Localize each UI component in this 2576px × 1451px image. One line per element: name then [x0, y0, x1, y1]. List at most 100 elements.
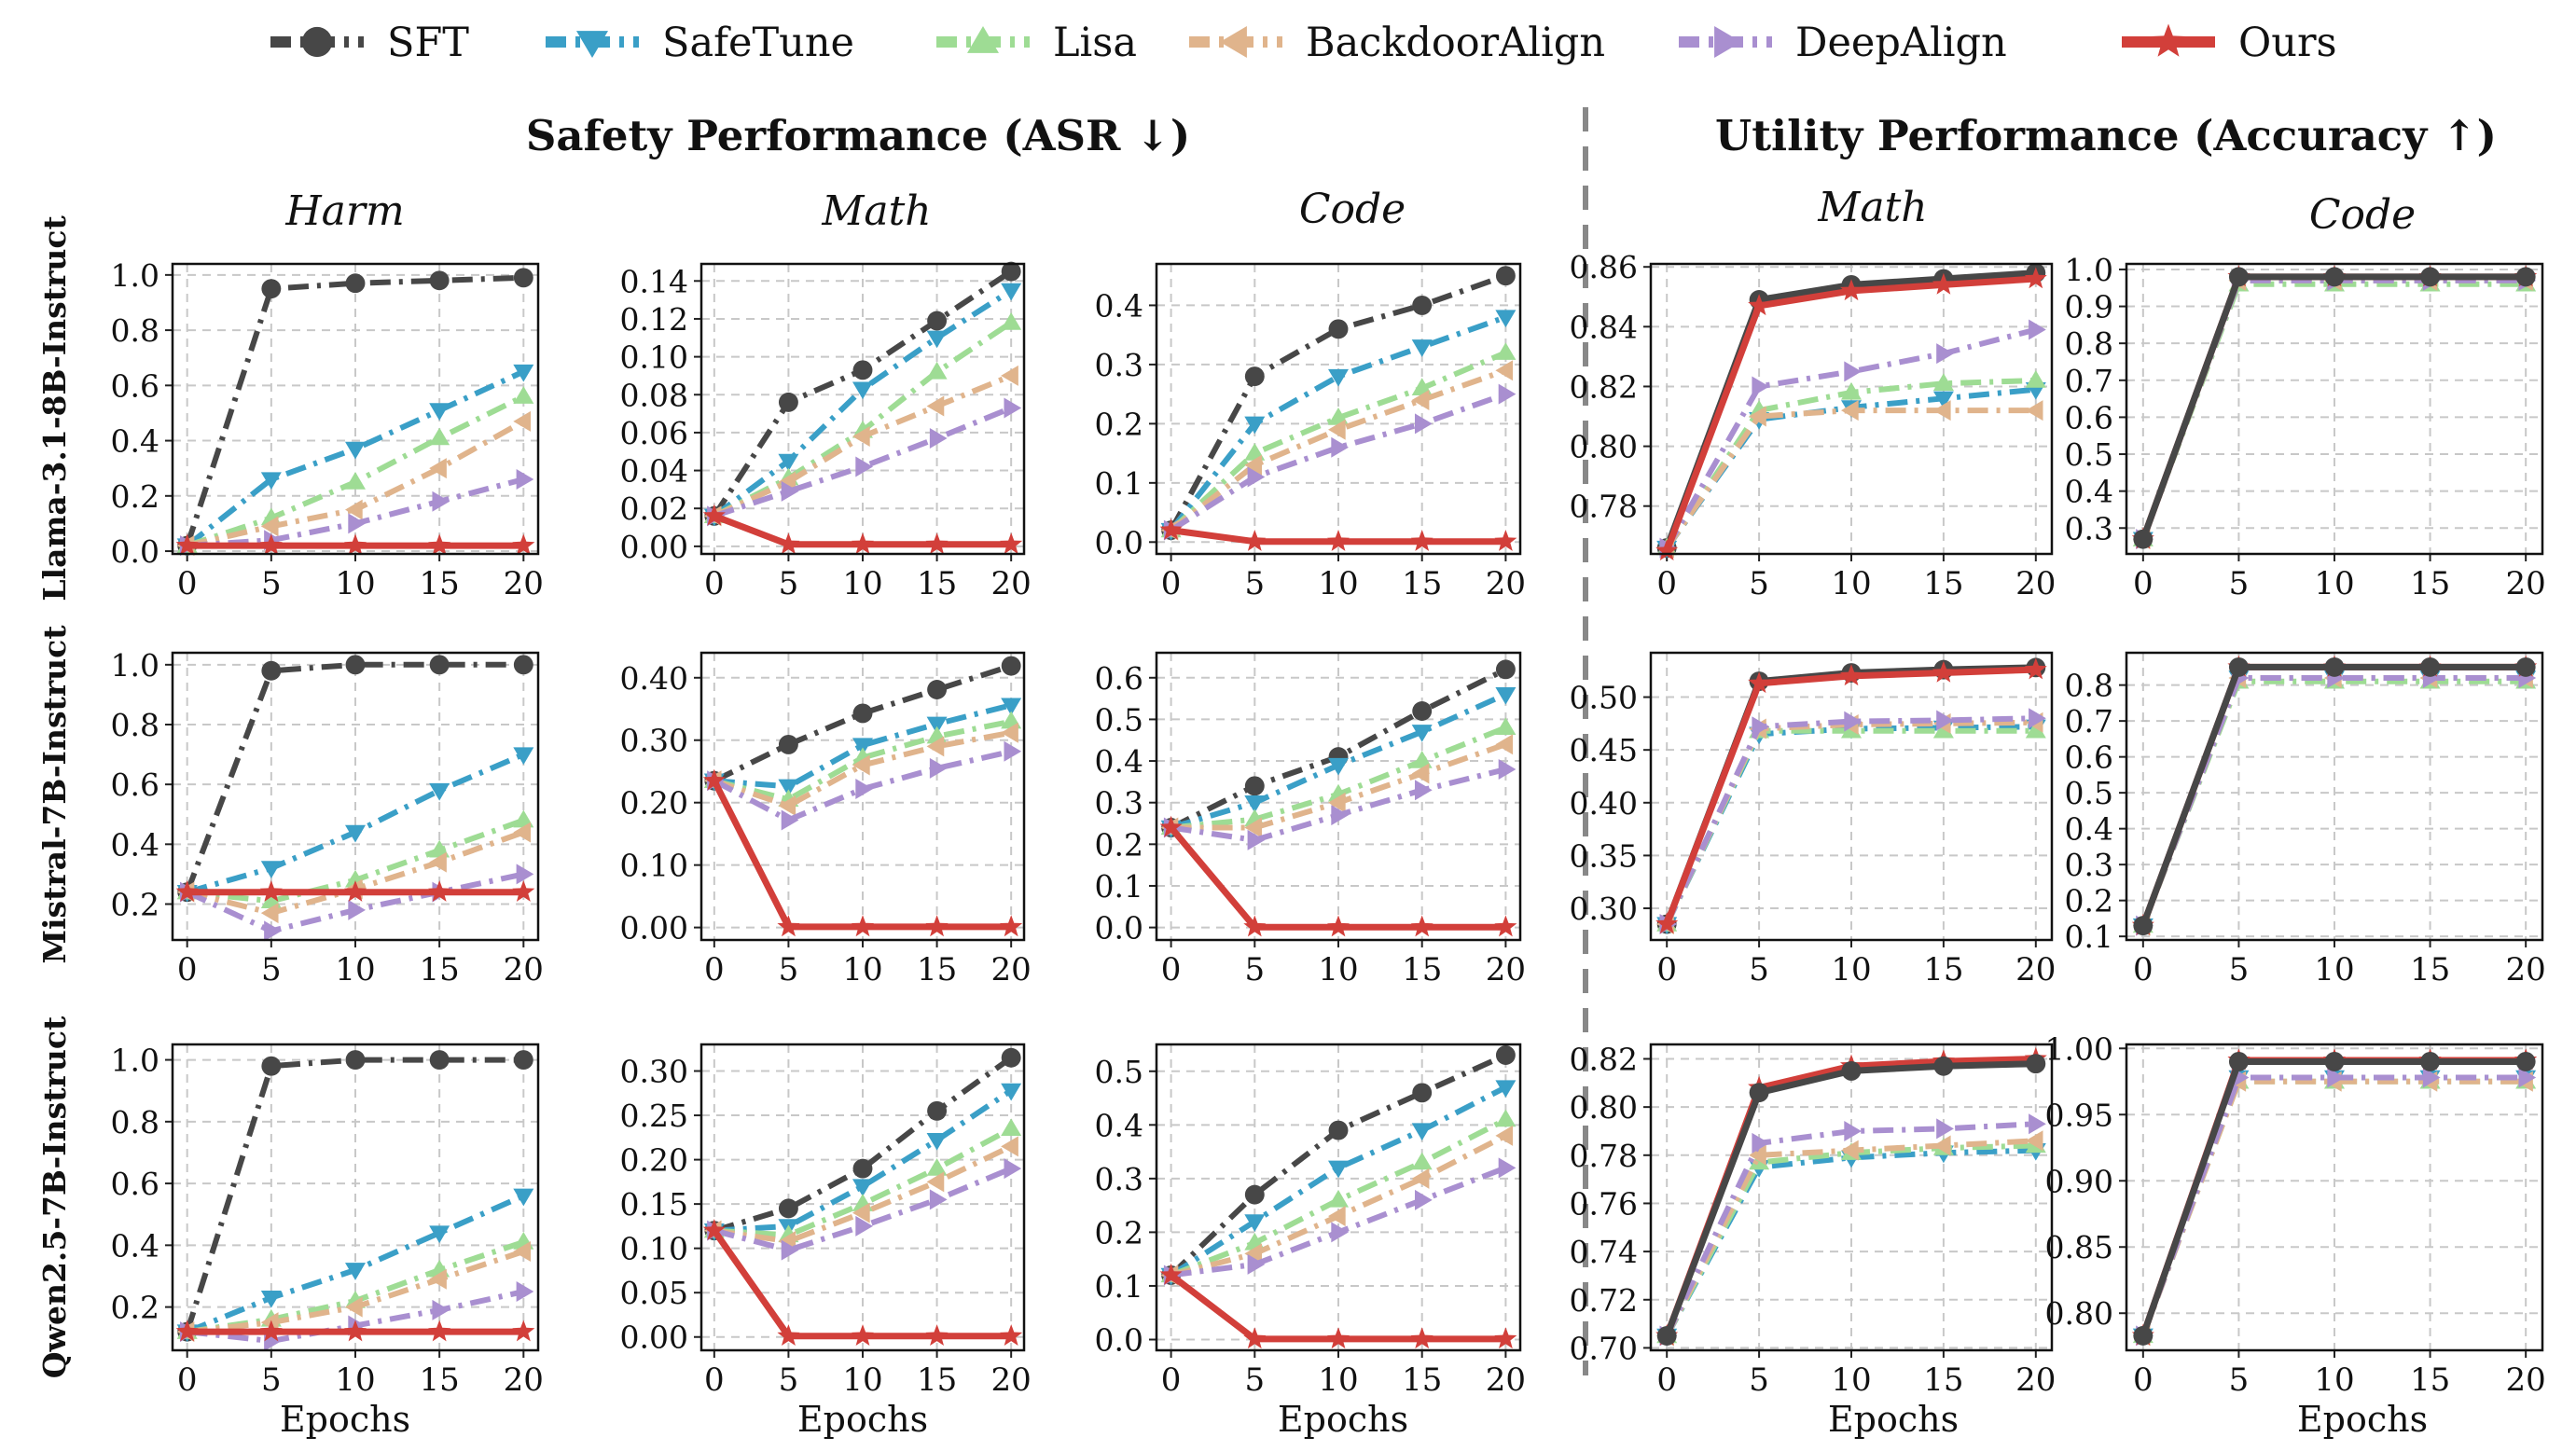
series-line-safetune [713, 1087, 1013, 1234]
marker-sft [2133, 1325, 2154, 1346]
marker-backdooralign [260, 516, 279, 537]
marker-deepalign [516, 1281, 534, 1303]
panel-llama-3-1-8b-instruct-safety-harm: 0 5 10 15 20 0.0 0.2 0.4 0.6 0.8 1.0 [111, 257, 544, 602]
y-tick-label: 0.14 [620, 263, 688, 299]
marker-deepalign [516, 469, 534, 491]
marker-ours [1327, 1327, 1350, 1349]
x-tick-label: 15 [420, 951, 460, 988]
marker-safetune [513, 1188, 534, 1207]
marker-safetune [1244, 795, 1266, 813]
marker-sft [1244, 776, 1265, 796]
series-line-sft [1168, 272, 1507, 532]
x-axis-label-1: Epochs [797, 1399, 928, 1440]
column-titles: Harm Math Code Math Code [284, 184, 2416, 239]
panel-llama-3-1-8b-instruct-safety-code: 0 5 10 15 20 0.0 0.1 0.2 0.3 0.4 [1095, 262, 1526, 602]
marker-safetune [1932, 391, 1954, 409]
y-tick-label: 0.00 [620, 529, 688, 565]
panel-qwen2-5-7b-instruct-safety-harm: 0 5 10 15 20 0.2 0.4 0.6 0.8 1.0 [111, 1043, 544, 1399]
panel-mistral-7b-instruct-utility-code: 0 5 10 15 20 0.10.20.30.40.50.60.70.8 [2065, 651, 2546, 988]
marker-ours [259, 533, 283, 556]
marker-sft [2133, 916, 2154, 936]
row-label-llama-3-1-8b-instruct: Llama-3.1-8B-Instruct [36, 215, 73, 601]
marker-sft [1933, 1056, 1954, 1076]
marker-ours [777, 1324, 800, 1346]
marker-ours [1000, 915, 1023, 937]
marker-sft [852, 1158, 873, 1179]
marker-sft [1749, 1083, 1769, 1103]
marker-deepalign [781, 809, 799, 831]
panels: 0 5 10 15 200.00.20.40.60.81.0 0 5 10 15 200.000.… [111, 249, 2546, 1399]
marker-sft [261, 1056, 282, 1076]
marker-deepalign [1331, 1222, 1349, 1243]
y-tick-label: 0.02 [620, 491, 688, 527]
legend-label-safetune: SafeTune [662, 20, 854, 66]
marker-sft [778, 392, 798, 412]
x-tick-label: 15 [1923, 565, 1963, 602]
legend-label-backdooralign: BackdoorAlign [1306, 20, 1605, 66]
panel-qwen2-5-7b-instruct-safety-code: 0 5 10 15 20 0.0 0.1 0.2 0.3 0.4 0.5 [1095, 1043, 1526, 1399]
marker-ours [1494, 915, 1517, 937]
y-tick-label: 0.9 [2065, 289, 2113, 325]
series-line-safetune [2140, 1074, 2527, 1337]
marker-backdooralign [1328, 1206, 1346, 1227]
marker-ours [1932, 272, 1955, 295]
marker-backdooralign [1841, 400, 1859, 421]
marker-backdooralign [513, 410, 532, 432]
marker-ours [1655, 912, 1679, 934]
series-line-sft [1663, 664, 2036, 926]
x-tick-label: 15 [1402, 1361, 1442, 1399]
y-tick-label: 0.5 [2065, 775, 2113, 811]
marker-sft [1001, 261, 1021, 282]
marker-sft [2515, 267, 2536, 287]
marker-sft [2420, 656, 2441, 677]
marker-deepalign [1004, 1158, 1022, 1180]
panel-mistral-7b-instruct-safety-harm: 0 5 10 15 20 0.2 0.4 0.6 0.8 1.0 [111, 647, 544, 988]
marker-ours [1243, 915, 1267, 937]
marker-sft [927, 680, 948, 699]
x-tick-label: 20 [2506, 1361, 2546, 1399]
y-tick-label: 0.2 [111, 887, 159, 923]
col-title-code-2: Code [1299, 186, 1406, 233]
y-tick-label: 0.1 [1095, 1268, 1143, 1305]
marker-deepalign [1004, 740, 1022, 762]
x-tick-label: 20 [504, 1361, 544, 1399]
series-line-sft [713, 1055, 1013, 1234]
panel-qwen2-5-7b-instruct-safety-math: 0 5 10 15 20 0.00 0.05 0.10 0.15 0.20 0.25 0.30 [620, 1043, 1032, 1399]
plot-frame [699, 1043, 1026, 1352]
marker-sft [2228, 267, 2249, 287]
marker-sft [2515, 1052, 2536, 1071]
y-tick-label: 0.70 [1570, 1330, 1638, 1366]
x-tick-label: 5 [261, 565, 282, 602]
marker-ours [1932, 660, 1955, 683]
y-tick-label: 0.3 [1095, 1161, 1143, 1197]
y-tick-label: 0.45 [1570, 732, 1638, 768]
marker-deepalign [1498, 758, 1517, 780]
marker-sft [1244, 1184, 1265, 1205]
y-tick-label: 0.6 [2065, 399, 2113, 435]
marker-safetune [1328, 1160, 1349, 1179]
marker-safetune [778, 453, 799, 472]
marker-deepalign [1498, 383, 1517, 405]
marker-deepalign [855, 1215, 873, 1237]
panel-llama-3-1-8b-instruct-utility-code: 0 5 10 15 20 0.30.40.50.60.70.80.91.0 [2065, 252, 2546, 602]
y-tick-label: 0.3 [2065, 510, 2113, 546]
x-tick-label: 10 [1831, 565, 1871, 602]
y-tick-label: 0.3 [1095, 785, 1143, 822]
marker-ours [925, 1324, 949, 1346]
marker-ours [175, 1320, 199, 1342]
x-tick-label: 15 [1402, 951, 1442, 988]
marker-safetune [852, 1179, 873, 1197]
x-tick-label: 10 [2314, 565, 2354, 602]
y-tick-label: 0.4 [111, 1227, 159, 1264]
marker-backdooralign [513, 822, 532, 843]
series-line-backdooralign [1169, 367, 1507, 532]
marker-backdooralign [926, 1171, 945, 1193]
utility-header: Utility Performance (Accuracy ↑) [1715, 111, 2497, 160]
x-tick-label: 20 [2506, 565, 2546, 602]
marker-backdooralign [926, 736, 945, 757]
series-line-lisa [713, 718, 1012, 803]
y-tick-label: 0.10 [620, 1231, 688, 1267]
marker-lisa [2025, 370, 2046, 388]
marker-ours [702, 504, 726, 526]
marker-sft [1412, 701, 1433, 721]
